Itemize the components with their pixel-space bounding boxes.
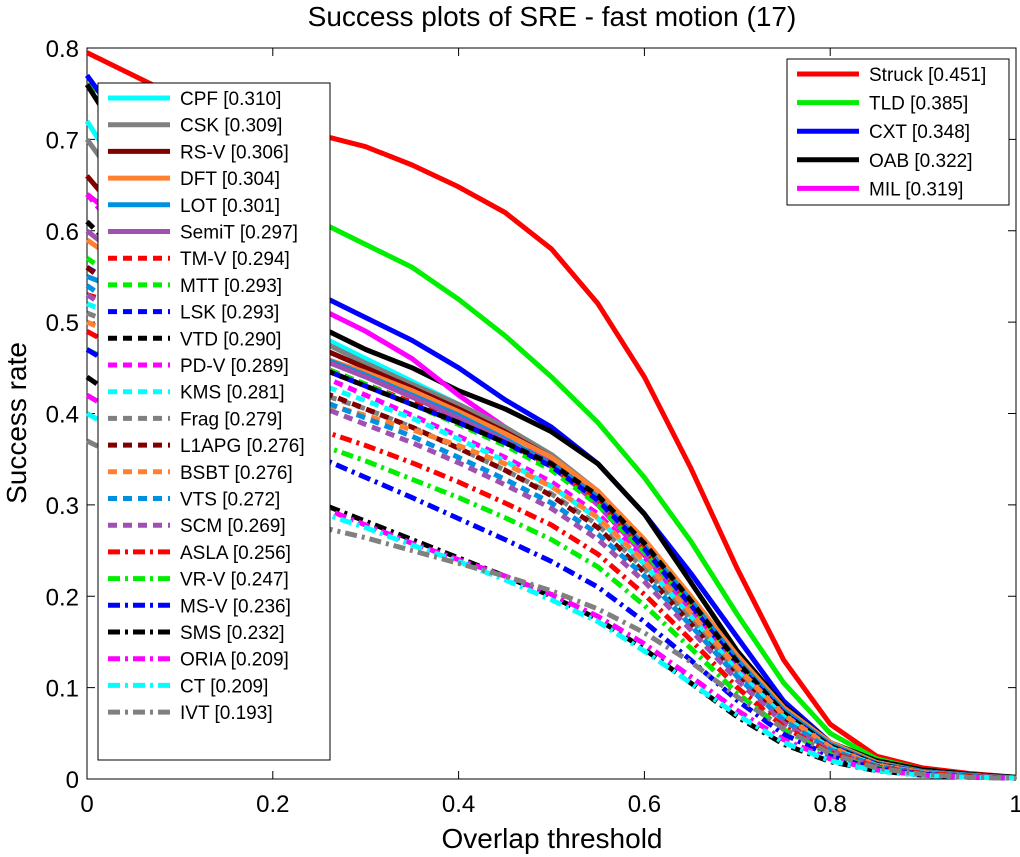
x-tick-label: 0.6 xyxy=(628,791,661,818)
legend-label: SMS [0.232] xyxy=(180,623,285,644)
legend-label: RS-V [0.306] xyxy=(180,142,289,163)
legend-label: VTS [0.272] xyxy=(180,490,280,511)
series-line-22 xyxy=(85,329,1017,781)
x-tick-label: 0.2 xyxy=(256,791,289,818)
legend-label: MS-V [0.236] xyxy=(180,596,291,617)
x-tick-label: 0 xyxy=(80,791,93,818)
x-tick-label: 1 xyxy=(1009,791,1020,818)
legend-label: CXT [0.348] xyxy=(869,122,970,143)
series-line-24 xyxy=(85,347,1017,781)
legend-label: VR-V [0.247] xyxy=(180,570,289,591)
legend-label: TM-V [0.294] xyxy=(180,249,290,270)
legend-label: BSBT [0.276] xyxy=(180,463,293,484)
y-tick-label: 0.5 xyxy=(46,310,79,337)
legend-label: CT [0.209] xyxy=(180,676,268,697)
y-tick-label: 0.3 xyxy=(46,493,79,520)
series-line-26 xyxy=(85,393,1017,781)
legend-label: IVT [0.193] xyxy=(180,703,273,724)
legend-label: CSK [0.309] xyxy=(180,116,282,137)
legend-label: PD-V [0.289] xyxy=(180,356,289,377)
y-tick-label: 0 xyxy=(66,767,79,794)
legend-label: TLD [0.385] xyxy=(869,94,968,115)
y-tick-label: 0.1 xyxy=(46,676,79,703)
legend-label: Struck [0.451] xyxy=(869,65,986,86)
y-axis-label: Success rate xyxy=(1,342,32,504)
legend-label: SemiT [0.297] xyxy=(180,223,298,244)
legend-label: CPF [0.310] xyxy=(180,89,281,110)
y-tick-label: 0.4 xyxy=(46,402,79,429)
legend-label: LOT [0.301] xyxy=(180,196,280,217)
legend-label: OAB [0.322] xyxy=(869,151,973,172)
plot-axes: 0 0.2 0.4 0.6 0.8 1 0 0.1 0.2 0.3 0.4 0.5 0.6 0.7 0.8 xyxy=(46,36,1020,818)
y-tick-label: 0.7 xyxy=(46,127,79,154)
legend-label: LSK [0.293] xyxy=(180,303,279,324)
legend-label: ASLA [0.256] xyxy=(180,543,291,564)
legend-label: Frag [0.279] xyxy=(180,409,282,430)
legend-label: MTT [0.293] xyxy=(180,276,282,297)
series-line-21 xyxy=(85,292,1017,781)
legend-label: DFT [0.304] xyxy=(180,169,280,190)
y-tick-label: 0.8 xyxy=(46,36,79,63)
series-line-12 xyxy=(85,256,1017,781)
legends: Struck [0.451] TLD [0.385] CXT [0.348] OAB … xyxy=(97,58,1010,761)
chart-title: Success plots of SRE - fast motion (17) xyxy=(308,1,797,32)
y-tick-label: 0.6 xyxy=(46,219,79,246)
legend-label: MIL [0.319] xyxy=(869,179,963,200)
x-axis-label: Overlap threshold xyxy=(441,823,662,854)
legend-label: VTD [0.290] xyxy=(180,329,281,350)
legend-label: SCM [0.269] xyxy=(180,516,286,537)
legend-label: L1APG [0.276] xyxy=(180,436,305,457)
legend-label: KMS [0.281] xyxy=(180,383,285,404)
x-tick-label: 0.8 xyxy=(814,791,847,818)
x-tick-label: 0.4 xyxy=(442,791,475,818)
y-tick-label: 0.2 xyxy=(46,584,79,611)
legend-box-1 xyxy=(97,82,331,761)
series-line-27 xyxy=(85,411,1017,781)
legend-label: ORIA [0.209] xyxy=(180,650,289,671)
